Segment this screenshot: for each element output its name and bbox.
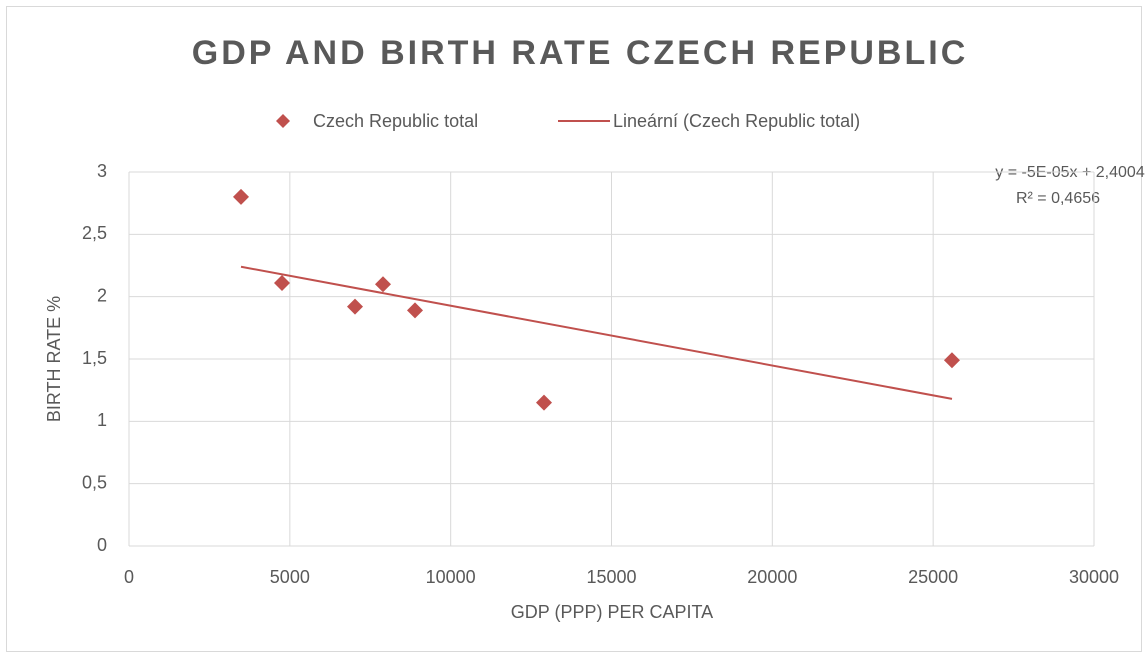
trend-r2: R² = 0,4656 xyxy=(1016,190,1100,207)
x-tick-label: 0 xyxy=(124,567,134,587)
scatter-point xyxy=(347,298,364,315)
scatter-point xyxy=(943,352,960,369)
x-tick-label: 15000 xyxy=(586,567,636,587)
x-tick-label: 10000 xyxy=(426,567,476,587)
scatter-point xyxy=(374,276,391,293)
y-tick-label: 1 xyxy=(97,410,107,430)
scatter-point xyxy=(536,394,553,411)
y-tick-label: 2 xyxy=(97,285,107,305)
scatter-point xyxy=(406,302,423,319)
trendline xyxy=(240,265,953,400)
x-tick-label: 20000 xyxy=(747,567,797,587)
y-tick-label: 0 xyxy=(97,535,107,555)
x-tick-label: 30000 xyxy=(1069,567,1119,587)
x-axis-label: GDP (PPP) PER CAPITA xyxy=(511,602,713,622)
y-axis-label: BIRTH RATE % xyxy=(44,296,64,422)
x-tick-label: 5000 xyxy=(270,567,310,587)
y-tick-label: 1,5 xyxy=(82,348,107,368)
scatter-point xyxy=(273,274,290,291)
chart-title: GDP AND BIRTH RATE CZECH REPUBLIC xyxy=(192,34,969,72)
trend-equation: y = -5E-05x + 2,4004 xyxy=(995,164,1145,181)
legend-label: Lineární (Czech Republic total) xyxy=(613,111,860,131)
y-tick-label: 0,5 xyxy=(82,472,107,492)
y-tick-label: 2,5 xyxy=(82,223,107,243)
x-tick-label: 25000 xyxy=(908,567,958,587)
y-tick-label: 3 xyxy=(97,161,107,181)
legend-marker xyxy=(276,114,290,128)
legend-label: Czech Republic total xyxy=(313,111,478,131)
scatter-point xyxy=(233,188,250,205)
